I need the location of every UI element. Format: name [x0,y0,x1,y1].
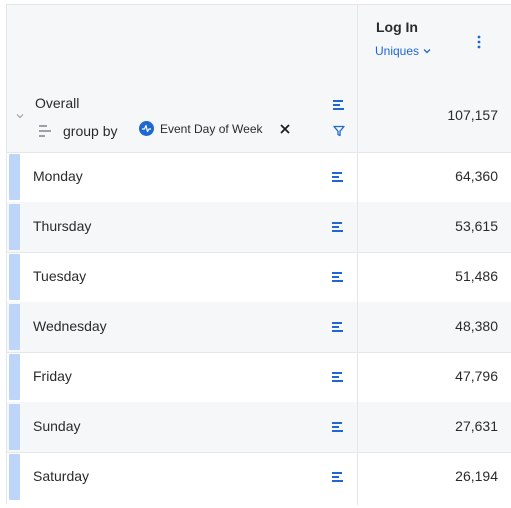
row-value: 53,615 [455,218,498,234]
row-label: Tuesday [33,268,87,284]
row-label: Saturday [33,468,90,484]
row-value: 26,194 [455,468,498,484]
segment-color-swatch [9,204,20,250]
row-value: 47,796 [455,368,498,384]
group-by: group by [39,123,117,139]
table-row[interactable]: Saturday 26,194 [7,452,511,502]
row-value: 64,360 [455,168,498,184]
table-row[interactable]: Sunday 27,631 [7,402,511,453]
bar-chart-icon[interactable] [332,372,344,382]
row-label: Friday [33,368,72,384]
overall-label: Overall [35,95,80,111]
segment-color-swatch [9,154,20,200]
metric-type-dropdown[interactable]: Uniques [375,44,431,58]
group-by-property-label: Event Day of Week [160,121,263,136]
row-value: 48,380 [455,318,498,334]
column-divider [357,5,358,505]
bar-chart-icon[interactable] [332,272,344,282]
metric-title[interactable]: Log In [376,19,418,35]
group-by-property-chip[interactable]: Event Day of Week [139,121,263,136]
bar-chart-icon[interactable] [332,322,344,332]
segment-table: Log In Uniques Overall [6,4,511,505]
row-value: 27,631 [455,418,498,434]
chevron-down-icon[interactable] [15,111,25,121]
segment-color-swatch [9,404,20,450]
bar-chart-icon[interactable] [332,472,344,482]
bar-chart-icon[interactable] [332,172,344,182]
table-row[interactable]: Wednesday 48,380 [7,302,511,353]
row-value: 51,486 [455,268,498,284]
close-icon[interactable] [279,123,291,135]
filter-icon[interactable] [333,125,345,137]
row-label: Monday [33,168,83,184]
bar-chart-icon[interactable] [333,100,345,110]
metric-type-label: Uniques [375,44,420,58]
table-row[interactable]: Monday 64,360 [7,152,511,203]
segment-color-swatch [9,454,20,500]
table-row[interactable]: Tuesday 51,486 [7,252,511,303]
segment-color-swatch [9,254,20,300]
segment-color-swatch [9,304,20,350]
overall-row: Overall group by Event Day of Week [7,76,511,153]
overall-value: 107,157 [447,107,498,123]
chevron-down-icon [423,49,431,54]
table-header: Log In Uniques [7,5,511,77]
bar-chart-icon[interactable] [332,222,344,232]
bar-chart-icon[interactable] [332,422,344,432]
group-by-icon [39,125,51,137]
segment-color-swatch [9,354,20,400]
row-label: Wednesday [33,318,107,334]
row-label: Thursday [33,218,92,234]
group-by-label: group by [63,123,118,139]
row-label: Sunday [33,418,81,434]
table-row[interactable]: Friday 47,796 [7,352,511,403]
table-row[interactable]: Thursday 53,615 [7,202,511,253]
kebab-menu-icon[interactable] [473,34,485,50]
property-icon [139,121,154,136]
